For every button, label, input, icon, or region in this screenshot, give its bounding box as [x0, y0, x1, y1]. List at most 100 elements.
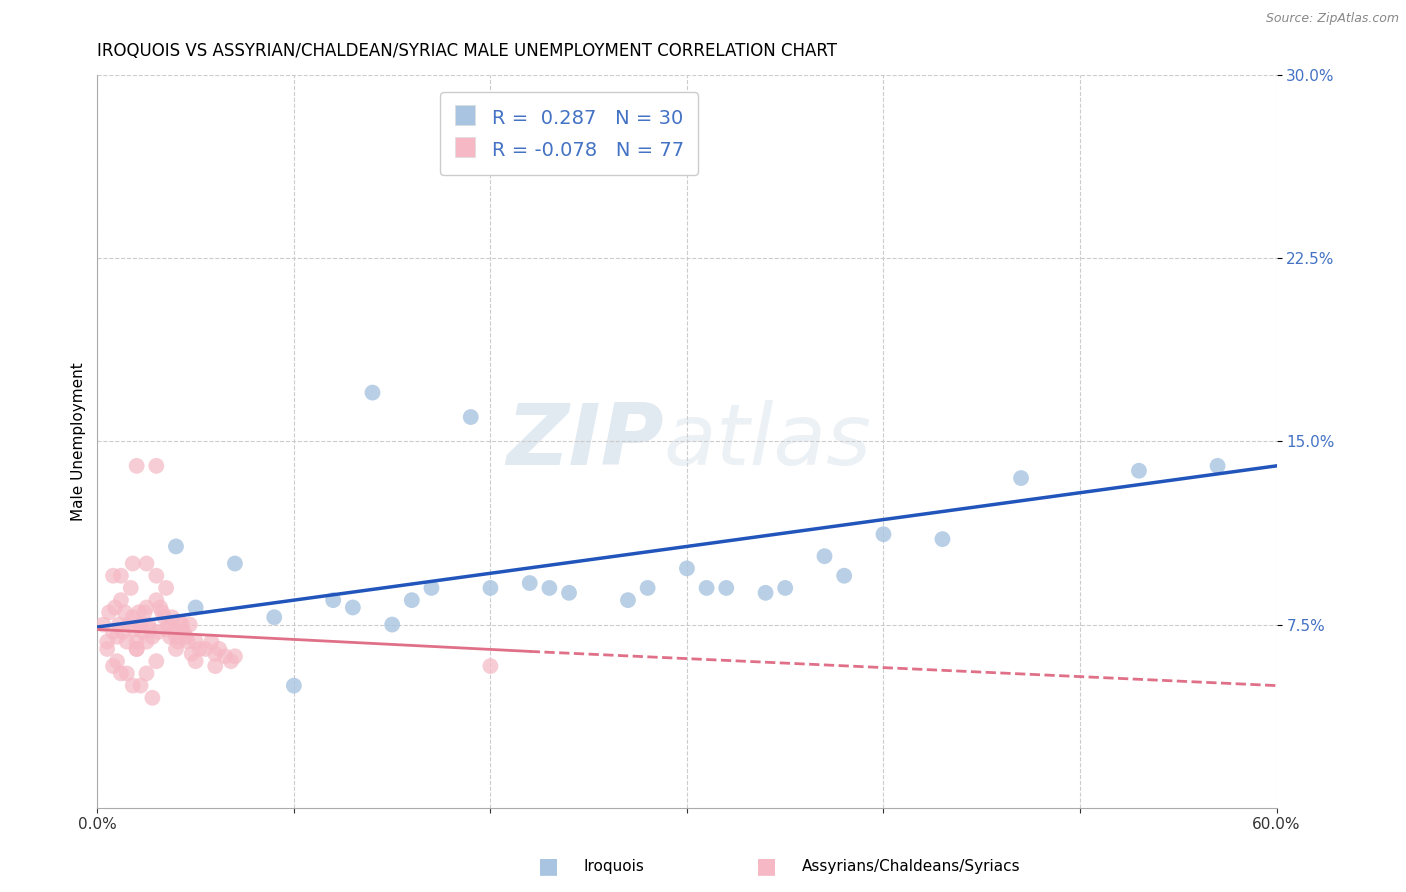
Point	[134, 605, 156, 619]
Point	[558, 586, 581, 600]
Point	[120, 581, 142, 595]
Point	[617, 593, 640, 607]
Point	[173, 624, 195, 639]
Point	[174, 630, 197, 644]
Point	[121, 679, 143, 693]
Point	[96, 634, 118, 648]
Point	[283, 679, 305, 693]
Point	[138, 617, 160, 632]
Point	[479, 581, 502, 595]
Point	[128, 605, 150, 619]
Point	[129, 617, 152, 632]
Point	[155, 581, 177, 595]
Point	[155, 623, 177, 637]
Point	[184, 634, 207, 648]
Point	[832, 568, 855, 582]
Point	[91, 617, 114, 632]
Point	[104, 600, 127, 615]
Point	[129, 679, 152, 693]
Point	[1206, 458, 1229, 473]
Point	[101, 624, 124, 639]
Point	[773, 581, 796, 595]
Point	[179, 617, 201, 632]
Point	[135, 600, 157, 615]
Point	[208, 642, 231, 657]
Point	[676, 561, 699, 575]
Y-axis label: Male Unemployment: Male Unemployment	[72, 362, 86, 521]
Point	[460, 410, 482, 425]
Point	[361, 385, 384, 400]
Point	[872, 527, 894, 541]
Point	[204, 659, 226, 673]
Point	[184, 600, 207, 615]
Point	[110, 593, 132, 607]
Point	[108, 617, 131, 632]
Point	[145, 458, 167, 473]
Point	[101, 659, 124, 673]
Point	[177, 634, 200, 648]
Point	[519, 576, 541, 591]
Point	[135, 666, 157, 681]
Point	[165, 630, 187, 644]
Point	[121, 557, 143, 571]
Point	[124, 623, 146, 637]
Point	[479, 659, 502, 673]
Legend: R =  0.287   N = 30, R = -0.078   N = 77: R = 0.287 N = 30, R = -0.078 N = 77	[440, 92, 699, 175]
Point	[110, 666, 132, 681]
Point	[145, 654, 167, 668]
Point	[696, 581, 718, 595]
Point	[145, 593, 167, 607]
Point	[125, 458, 148, 473]
Point	[148, 624, 170, 639]
Text: ZIP: ZIP	[506, 400, 664, 483]
Point	[115, 666, 138, 681]
Point	[135, 557, 157, 571]
Point	[538, 581, 561, 595]
Text: Iroquois: Iroquois	[583, 859, 644, 874]
Point	[200, 634, 222, 648]
Point	[184, 654, 207, 668]
Point	[931, 532, 953, 546]
Point	[180, 647, 202, 661]
Point	[160, 610, 183, 624]
Point	[125, 634, 148, 648]
Point	[165, 642, 187, 657]
Point	[204, 647, 226, 661]
Point	[114, 605, 136, 619]
Point	[96, 642, 118, 657]
Point	[165, 540, 187, 554]
Point	[1128, 464, 1150, 478]
Point	[813, 549, 835, 564]
Text: Source: ZipAtlas.com: Source: ZipAtlas.com	[1265, 12, 1399, 25]
Point	[188, 642, 211, 657]
Point	[381, 617, 404, 632]
Point	[139, 623, 162, 637]
Point	[135, 634, 157, 648]
Point	[121, 610, 143, 624]
Point	[125, 642, 148, 657]
Point	[115, 634, 138, 648]
Text: atlas: atlas	[664, 400, 872, 483]
Point	[1010, 471, 1032, 485]
Point	[125, 642, 148, 657]
Point	[98, 605, 121, 619]
Text: IROQUOIS VS ASSYRIAN/CHALDEAN/SYRIAC MALE UNEMPLOYMENT CORRELATION CHART: IROQUOIS VS ASSYRIAN/CHALDEAN/SYRIAC MAL…	[97, 42, 838, 60]
Point	[219, 654, 242, 668]
Point	[149, 600, 172, 615]
Point	[322, 593, 344, 607]
Point	[420, 581, 443, 595]
Point	[224, 649, 246, 664]
Point	[105, 630, 128, 644]
Point	[214, 649, 236, 664]
Point	[194, 642, 217, 657]
Point	[716, 581, 738, 595]
Point	[263, 610, 285, 624]
Point	[342, 600, 364, 615]
Point	[401, 593, 423, 607]
Point	[170, 617, 193, 632]
Point	[169, 615, 191, 629]
Text: ■: ■	[756, 856, 776, 876]
Point	[153, 610, 176, 624]
Point	[105, 654, 128, 668]
Point	[110, 568, 132, 582]
